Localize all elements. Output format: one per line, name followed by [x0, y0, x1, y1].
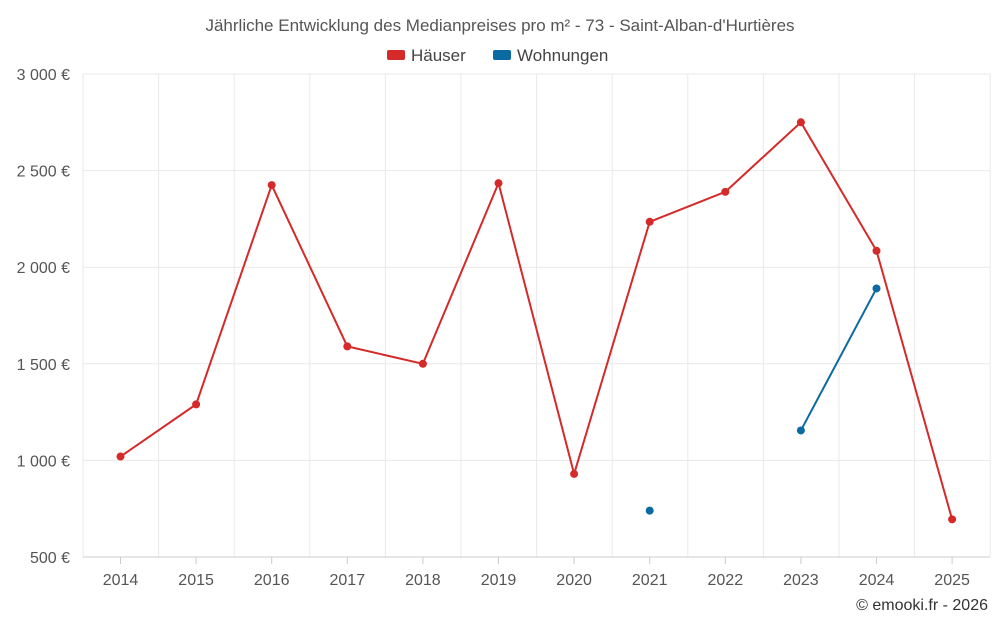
x-tick-label: 2022: [708, 572, 744, 589]
x-tick-label: 2015: [178, 572, 214, 589]
y-axis: 500 € 1 000 € 1 500 € 2 000 € 2 500 € 3 000 €: [17, 67, 70, 567]
data-point-häuser-2015: [192, 400, 201, 409]
data-point-häuser-2018: [418, 359, 427, 368]
legend-label-häuser: Häuser: [411, 46, 466, 65]
legend-swatch-häuser: [387, 50, 405, 60]
grid: [82, 73, 991, 558]
x-tick-label: 2018: [405, 572, 441, 589]
y-tick-label: 3 000 €: [17, 67, 70, 84]
data-point-häuser-2017: [343, 342, 352, 351]
credit-text: © emooki.fr - 2026: [856, 597, 988, 614]
x-tick-label: 2014: [103, 572, 139, 589]
chart-title: Jährliche Entwicklung des Medianpreises …: [205, 16, 794, 35]
data-point-wohnungen-2024: [872, 284, 881, 293]
legend-label-wohnungen: Wohnungen: [517, 46, 608, 65]
data-point-häuser-2021: [645, 217, 654, 226]
x-tick-label: 2024: [859, 572, 895, 589]
x-tick-label: 2020: [556, 572, 592, 589]
series-line-häuser: [119, 121, 954, 520]
data-point-häuser-2025: [948, 515, 957, 524]
data-point-häuser-2014: [116, 452, 125, 461]
y-tick-label: 500 €: [30, 550, 70, 567]
x-axis: 2014 2015 2016 2017 2018 2019 2020 2021 2022 2023…: [83, 556, 990, 589]
y-tick-label: 1 500 €: [17, 357, 70, 374]
data-point-häuser-2023: [796, 118, 805, 127]
x-tick-label: 2021: [632, 572, 668, 589]
data-point-wohnungen-2021: [645, 506, 654, 515]
data-point-häuser-2020: [570, 469, 579, 478]
data-point-häuser-2022: [721, 187, 730, 196]
data-point-häuser-2016: [267, 181, 276, 190]
x-tick-label: 2023: [783, 572, 819, 589]
y-tick-label: 1 000 €: [17, 453, 70, 470]
series-line-wohnungen: [800, 287, 878, 431]
x-tick-label: 2017: [330, 572, 366, 589]
x-tick-label: 2016: [254, 572, 290, 589]
data-point-häuser-2019: [494, 179, 503, 188]
legend-swatch-wohnungen: [493, 50, 511, 60]
y-tick-label: 2 500 €: [17, 164, 70, 181]
data-point-wohnungen-2023: [796, 426, 805, 435]
x-tick-label: 2025: [934, 572, 970, 589]
legend: Häuser Wohnungen: [387, 46, 608, 65]
x-tick-label: 2019: [481, 572, 517, 589]
y-tick-label: 2 000 €: [17, 260, 70, 277]
data-point-häuser-2024: [872, 246, 881, 255]
series-group: [116, 118, 957, 524]
